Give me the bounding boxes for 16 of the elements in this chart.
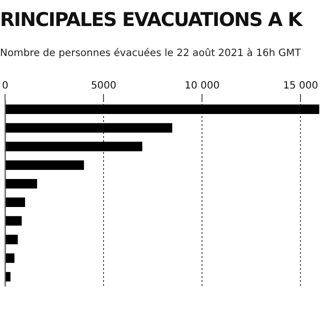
bar xyxy=(6,272,10,282)
bar xyxy=(6,216,22,226)
x-tick-label: 0 xyxy=(2,80,8,92)
x-tick-label: 10 000 xyxy=(184,80,220,92)
bar xyxy=(6,178,38,188)
bar xyxy=(6,160,84,170)
chart-subtitle: Nombre de personnes évacuées le 22 août 2021 à 16h GMT xyxy=(0,48,301,59)
bar xyxy=(6,142,142,152)
x-tick-label: 5000 xyxy=(90,80,116,92)
bar xyxy=(6,234,18,244)
x-tick-label: 15 000 xyxy=(283,80,318,92)
chart-title: RINCIPALES EVACUATIONS A K xyxy=(0,9,302,31)
bar xyxy=(6,123,172,133)
bar xyxy=(6,198,26,208)
bar xyxy=(6,253,14,263)
bar xyxy=(6,104,320,114)
